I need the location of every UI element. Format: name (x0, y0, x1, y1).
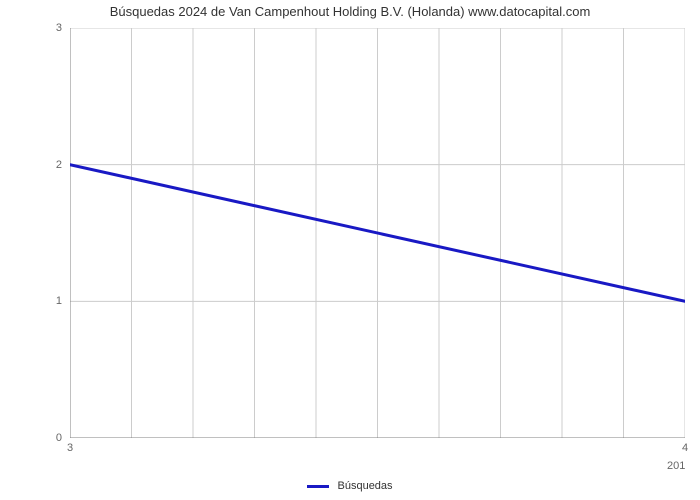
chart-legend: Búsquedas (0, 480, 700, 492)
x-tick-label: 3 (67, 442, 73, 454)
legend-swatch (307, 485, 329, 488)
y-tick-label: 2 (48, 159, 62, 171)
chart-plot-area (70, 28, 685, 438)
chart-title: Búsquedas 2024 de Van Campenhout Holding… (0, 4, 700, 19)
y-tick-label: 3 (48, 22, 62, 34)
y-tick-label: 0 (48, 432, 62, 444)
legend-label: Búsquedas (338, 480, 393, 492)
y-tick-label: 1 (48, 295, 62, 307)
x-axis-right-label: 201 (667, 460, 685, 472)
chart-container: Búsquedas 2024 de Van Campenhout Holding… (0, 0, 700, 500)
x-tick-label: 4 (682, 442, 688, 454)
